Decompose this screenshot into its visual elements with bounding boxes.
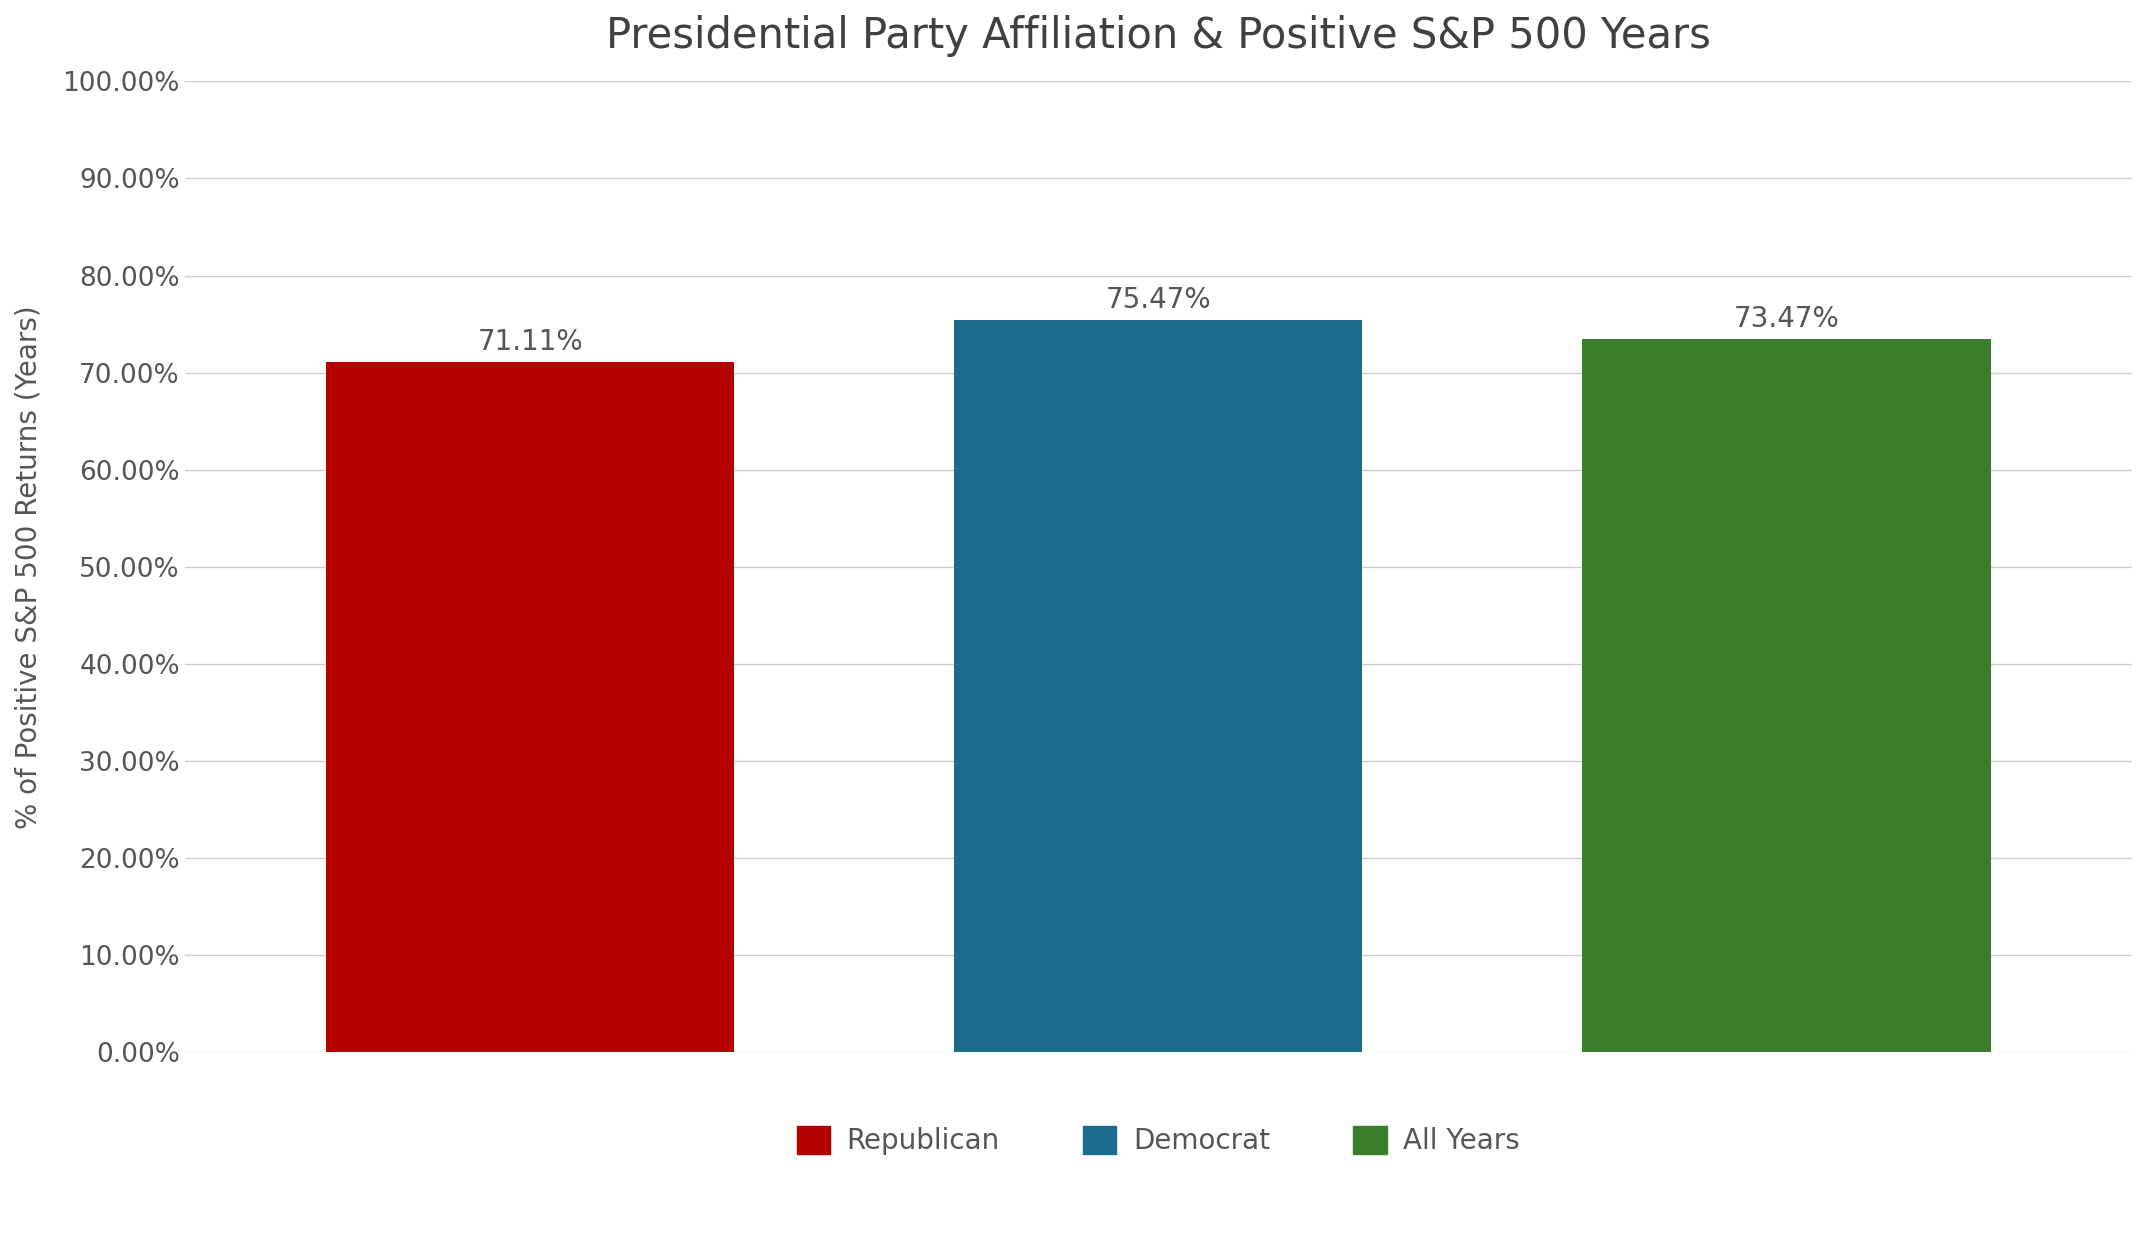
Bar (326, 362, 734, 1053)
Text: 71.11%: 71.11% (477, 328, 584, 355)
Text: 75.47%: 75.47% (1106, 286, 1211, 313)
Bar (953, 319, 1363, 1053)
Y-axis label: % of Positive S&P 500 Returns (Years): % of Positive S&P 500 Returns (Years) (15, 305, 43, 829)
Title: Presidential Party Affiliation & Positive S&P 500 Years: Presidential Party Affiliation & Positiv… (605, 15, 1711, 57)
Legend: Republican, Democrat, All Years: Republican, Democrat, All Years (786, 1115, 1531, 1166)
Text: 73.47%: 73.47% (1733, 305, 1840, 333)
Bar (1582, 339, 1990, 1053)
